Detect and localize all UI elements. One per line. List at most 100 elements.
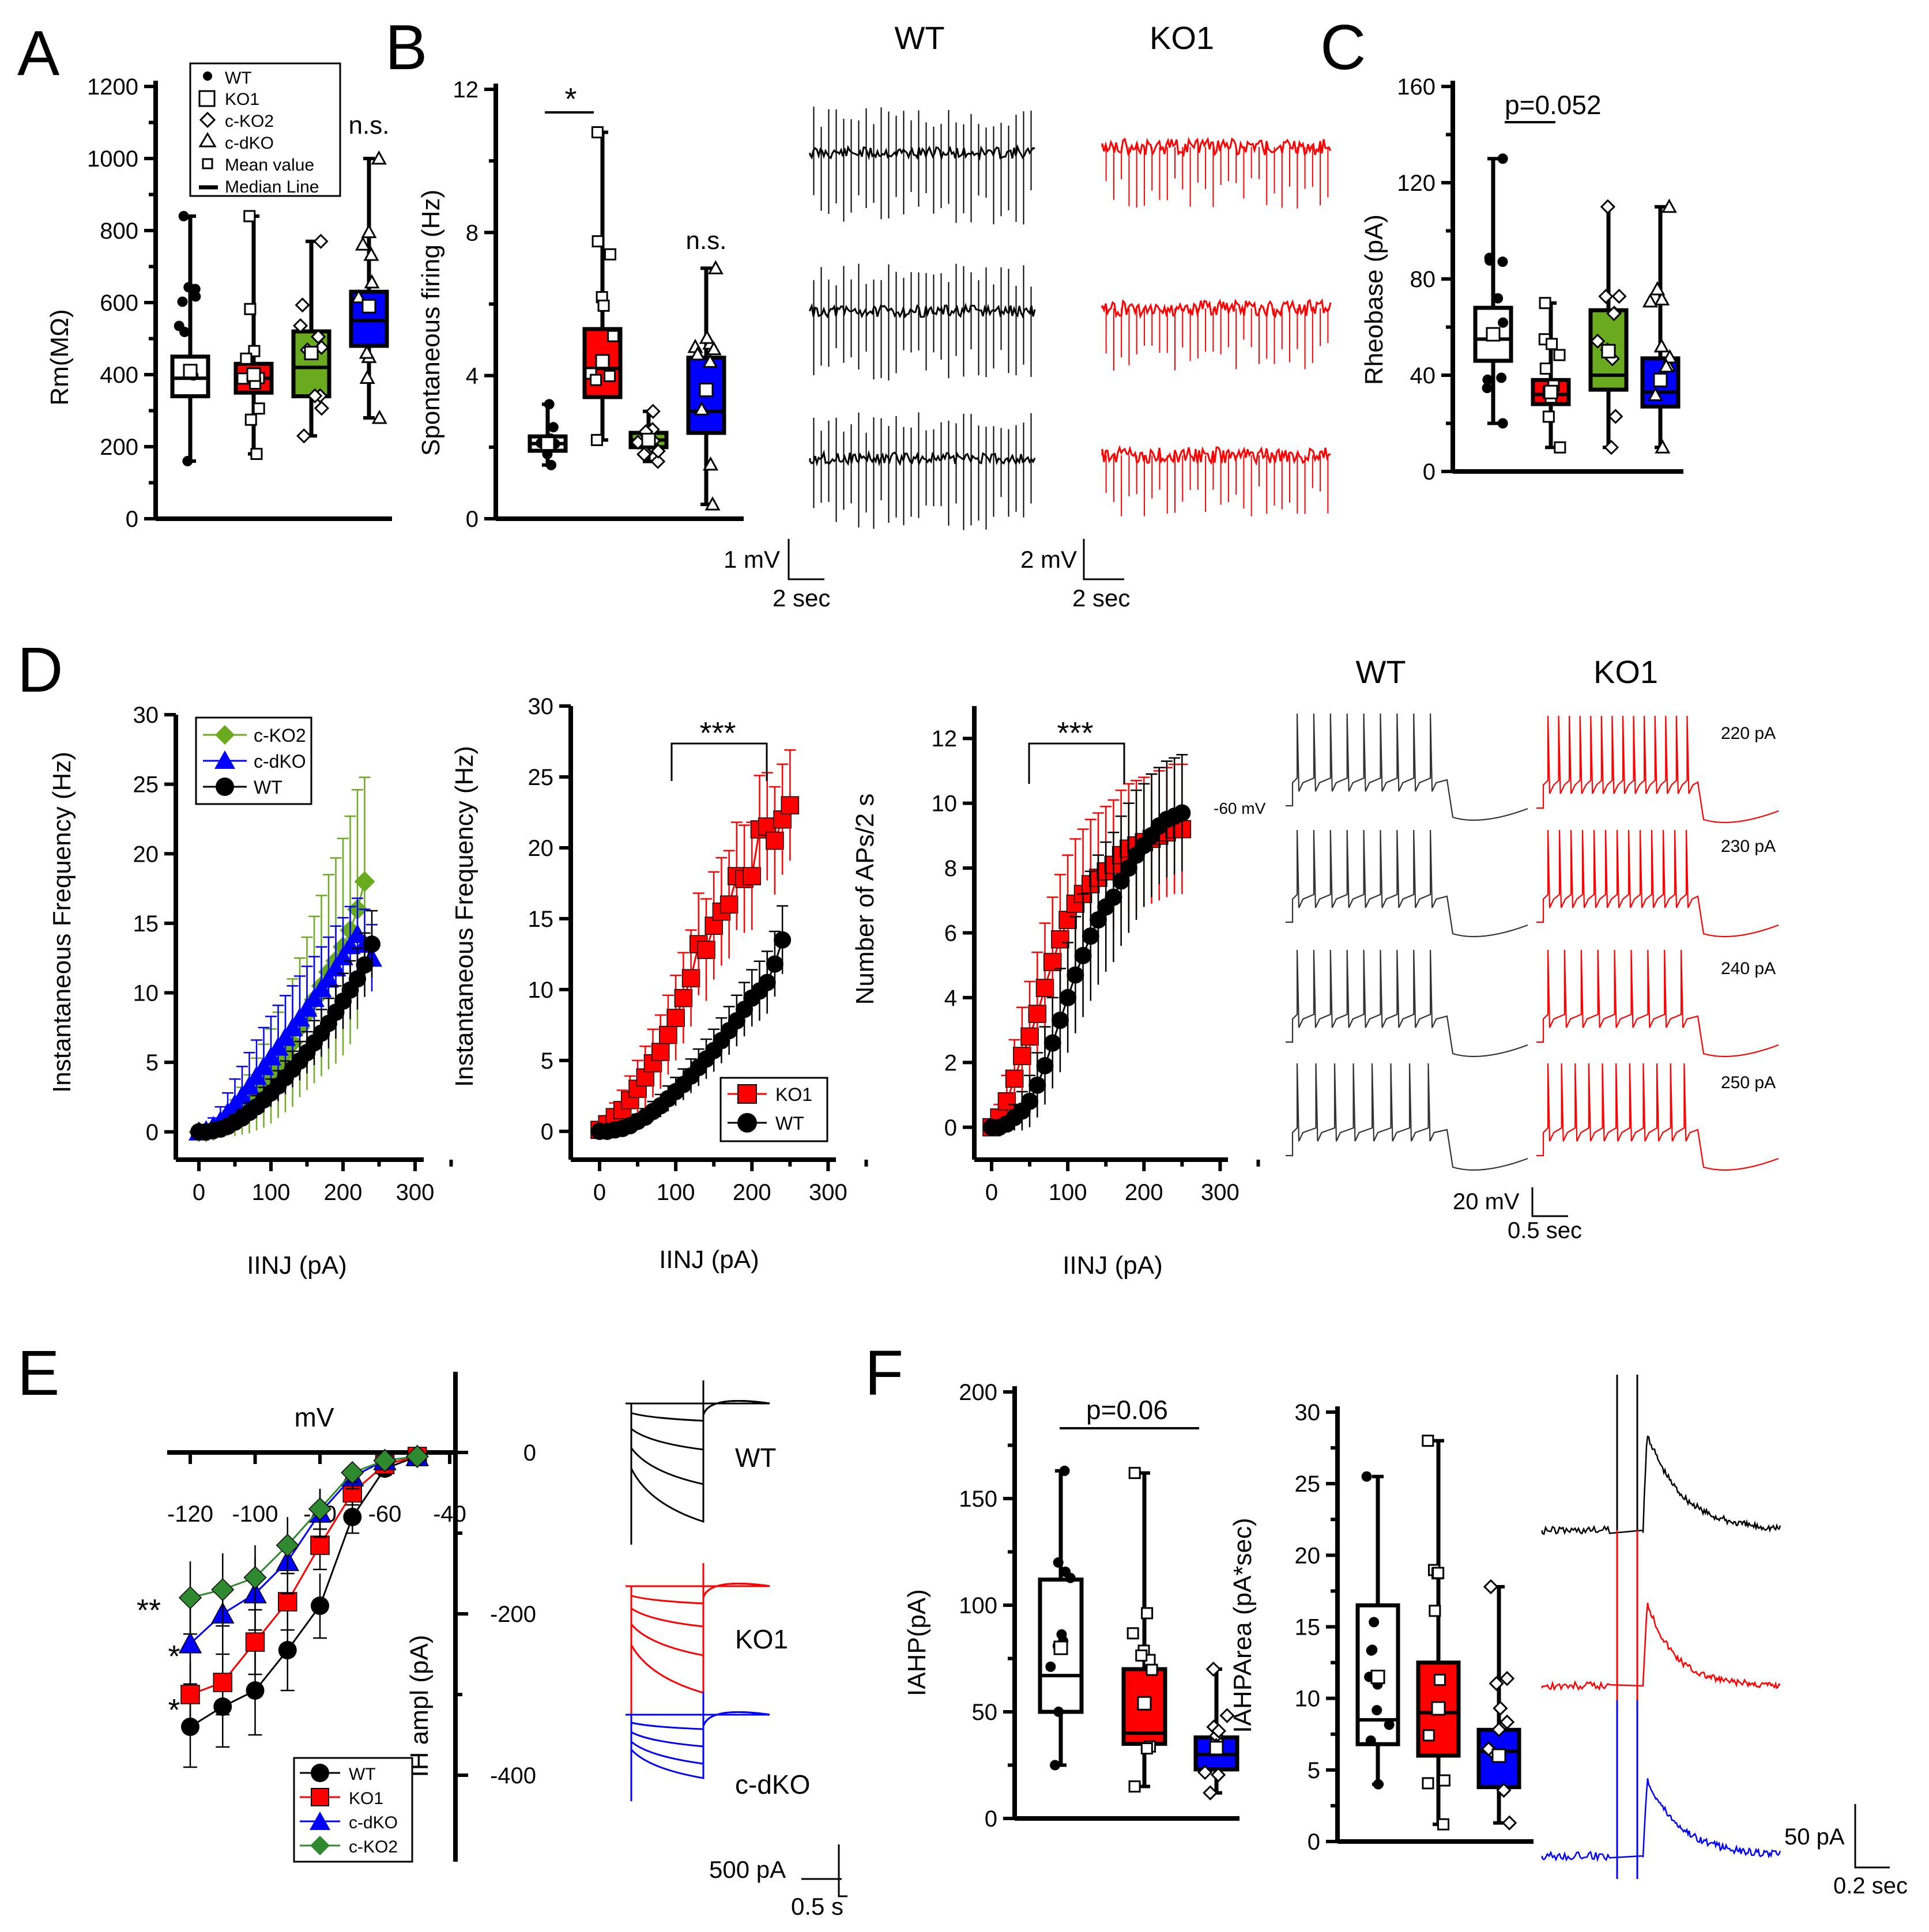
- box-point-KO1: [1128, 1780, 1141, 1793]
- x-tick-label: -60: [368, 1501, 402, 1527]
- point-WT: [246, 1681, 265, 1700]
- point-WT: [343, 1508, 362, 1526]
- box-point-c-KO2: [1590, 333, 1606, 349]
- box-point-c-KO2: [314, 401, 329, 416]
- y-tick-label: 15: [1295, 1615, 1321, 1640]
- point-KO1: [1005, 1069, 1024, 1088]
- panel-d2-ylabel: Instantaneous Frequency (Hz): [450, 746, 479, 1087]
- box-point-KO1: [243, 210, 256, 222]
- ih-sweep: [630, 1711, 770, 1765]
- panel-f2-ylabel: IAHPArea (pA*sec): [1229, 1518, 1257, 1733]
- box-point-c-dKO: [703, 456, 719, 471]
- point-KO1: [1020, 1027, 1039, 1046]
- point-c-KO2: [308, 1497, 332, 1521]
- panel-e-legend: WT KO1 c-dKO c-KO2: [293, 1757, 413, 1863]
- box-point-c-KO2: [313, 233, 329, 249]
- y-tick-label: 600: [100, 290, 138, 316]
- panel-f1-box-plot: 0 50 100 150 200: [959, 1380, 1239, 1832]
- box-point-c-dKO: [707, 260, 724, 274]
- y-tick-label: 0: [126, 507, 138, 532]
- box-point-c-dKO: [1654, 291, 1670, 305]
- x-tick-label: 200: [324, 1180, 363, 1205]
- box-point-c-KO2: [1608, 409, 1623, 424]
- point-WT: [1120, 859, 1137, 877]
- box-point-c-dKO: [1655, 439, 1671, 454]
- y-tick-label: 12: [932, 726, 958, 752]
- svg-text:WT: WT: [254, 777, 282, 798]
- box-mean-KO1: [1431, 1701, 1446, 1716]
- y-tick-label: 30: [1295, 1400, 1321, 1425]
- point-WT: [758, 973, 776, 991]
- box-mean-WT: [540, 436, 555, 451]
- svg-text:KO1: KO1: [775, 1084, 812, 1105]
- ih-sweep: [630, 1400, 770, 1523]
- box-mean-c-KO2: [641, 432, 656, 447]
- box-point-KO1: [1422, 1729, 1435, 1742]
- box-mean-c-KO2: [1601, 344, 1616, 359]
- svg-text:WT: WT: [775, 1113, 804, 1134]
- svg-text:20 mV: 20 mV: [1453, 1189, 1520, 1214]
- y-tick-label: 30: [133, 703, 159, 728]
- firing-trace: [1536, 829, 1779, 938]
- y-tick-label: 8: [944, 856, 957, 881]
- panel-e-iv-plot: -120-100-80-60-400-200-400: [167, 1372, 536, 1862]
- y-tick-label: 40: [1410, 363, 1436, 388]
- panel-d2-xlabel: IINJ (pA): [659, 1246, 759, 1274]
- y-tick-label: 30: [528, 694, 554, 719]
- panel-a-box-plot: 0 200 400 600 800 1000 1200: [87, 74, 392, 532]
- box-point-KO1: [236, 372, 249, 385]
- y-tick-label: 10: [1295, 1686, 1321, 1712]
- y-tick-label: 1200: [87, 74, 138, 100]
- box-mean-KO1: [246, 367, 261, 382]
- box-mean-WT: [1053, 1640, 1068, 1655]
- firing-trace: [1536, 949, 1779, 1058]
- firing-trace: [1536, 715, 1779, 824]
- panel-d-scalebar: 20 mV 0.5 sec: [1453, 1187, 1582, 1243]
- box-point-c-dKO: [1481, 1741, 1497, 1757]
- box-point-WT: [1365, 1735, 1376, 1746]
- firing-trace: [1286, 829, 1528, 938]
- y-tick-label: 800: [100, 218, 138, 244]
- point-KO1: [245, 1632, 265, 1652]
- point-c-dKO: [282, 1017, 303, 1036]
- point-KO1: [1051, 930, 1069, 949]
- svg-text:2 sec: 2 sec: [1072, 584, 1130, 612]
- point-WT: [1067, 966, 1084, 984]
- box-point-c-KO2: [1611, 288, 1627, 304]
- spont-trace-baseline: [1101, 444, 1331, 466]
- panel-e-trace-label-ko1: KO1: [735, 1624, 788, 1654]
- svg-text:0.5 sec: 0.5 sec: [1508, 1218, 1582, 1243]
- point-WT: [1105, 888, 1122, 906]
- panel-e-annotation-star-1: *: [168, 1639, 180, 1674]
- point-c-dKO: [261, 1046, 281, 1066]
- box-point-KO1: [240, 352, 253, 365]
- box-mean-WT: [183, 364, 198, 379]
- box-point-c-dKO: [699, 330, 715, 344]
- point-WT: [1036, 1056, 1054, 1074]
- y-tick-label: 20: [1295, 1543, 1321, 1568]
- box-point-KO1: [1422, 1435, 1434, 1447]
- y-tick-label: 15: [133, 911, 159, 937]
- firing-trace: [1286, 949, 1528, 1058]
- point-c-dKO: [268, 1036, 289, 1056]
- point-WT: [766, 955, 783, 973]
- box-point-WT: [1493, 293, 1504, 304]
- point-WT: [1028, 1076, 1046, 1094]
- box-point-WT: [1496, 372, 1507, 383]
- panel-d-current-220: 220 pA: [1721, 724, 1776, 743]
- panel-f-ahp-traces: [1541, 1375, 1781, 1879]
- box-point-c-dKO: [355, 236, 371, 251]
- panel-d-holding-label: -60 mV: [1214, 799, 1266, 817]
- ahp-trace: [1541, 1435, 1781, 1535]
- y-tick-label: 0: [466, 507, 479, 532]
- box-point-c-dKO: [1483, 1579, 1499, 1595]
- panel-e-scalebar: 500 pA 0.5 s: [709, 1844, 847, 1920]
- ih-sweep: [630, 1711, 770, 1779]
- svg-text:50 pA: 50 pA: [1784, 1824, 1845, 1850]
- box-point-WT: [190, 284, 201, 295]
- box-point-c-KO2: [650, 443, 666, 459]
- panel-d1-ylabel: Instantaneous Frequency (Hz): [48, 752, 76, 1093]
- box-point-WT: [1497, 418, 1508, 429]
- panel-e-ylabel: IH ampl (pA): [405, 1635, 434, 1778]
